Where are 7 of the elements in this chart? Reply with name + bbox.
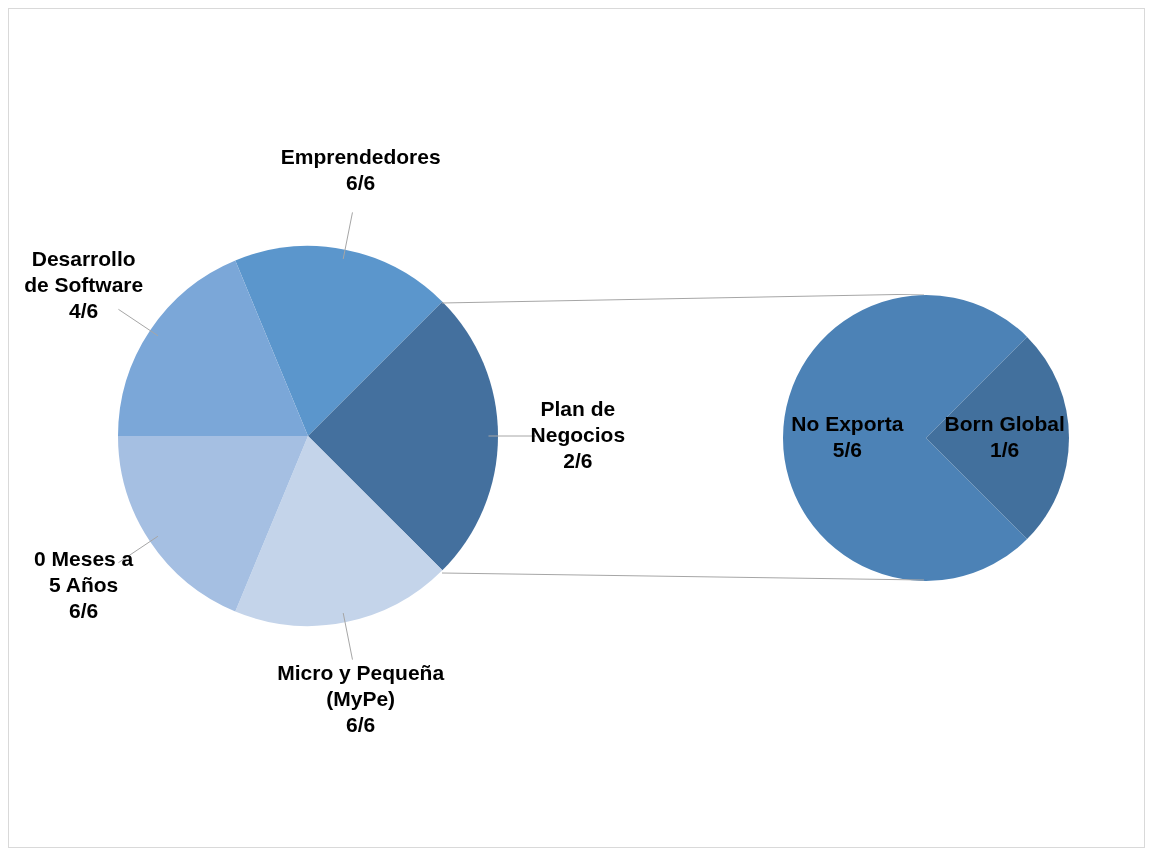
slice-label: Emprendedores 6/6: [280, 145, 441, 195]
slice-label: No Exporta 5/6: [791, 411, 904, 461]
slice-label: Plan de Negocios 2/6: [530, 396, 626, 472]
slice-label: Micro y Pequeña (MyPe) 6/6: [277, 661, 445, 737]
slice-label: 0 Meses a 5 Años 6/6: [34, 546, 134, 622]
slice-label: Born Global 1/6: [944, 411, 1065, 461]
slice-label: Desarrollo de Software 4/6: [24, 246, 144, 322]
